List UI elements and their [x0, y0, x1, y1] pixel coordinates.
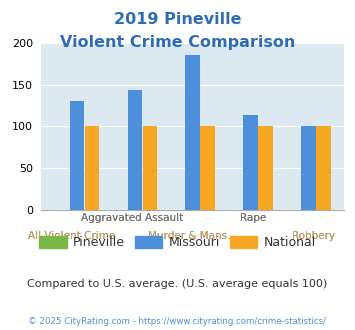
- Bar: [243, 115, 258, 210]
- Bar: [85, 126, 99, 210]
- Legend: Pineville, Missouri, National: Pineville, Missouri, National: [35, 232, 320, 253]
- Text: Murder & Mans...: Murder & Mans...: [148, 231, 237, 241]
- Text: Robbery: Robbery: [293, 231, 335, 241]
- Text: Robbery: Robbery: [293, 231, 335, 241]
- Bar: [258, 126, 273, 210]
- Text: Rape: Rape: [240, 213, 266, 223]
- Text: Murder & Mans...: Murder & Mans...: [148, 231, 237, 241]
- Text: Violent Crime Comparison: Violent Crime Comparison: [60, 35, 295, 50]
- Bar: [127, 90, 142, 210]
- Text: © 2025 CityRating.com - https://www.cityrating.com/crime-statistics/: © 2025 CityRating.com - https://www.city…: [28, 317, 327, 326]
- Bar: [185, 55, 200, 210]
- Text: Compared to U.S. average. (U.S. average equals 100): Compared to U.S. average. (U.S. average …: [27, 279, 328, 289]
- Bar: [301, 126, 316, 210]
- Text: All Violent Crime: All Violent Crime: [28, 231, 115, 241]
- Text: 2019 Pineville: 2019 Pineville: [114, 12, 241, 26]
- Text: Rape: Rape: [240, 213, 266, 223]
- Bar: [200, 126, 215, 210]
- Text: All Violent Crime: All Violent Crime: [28, 231, 115, 241]
- Bar: [316, 126, 331, 210]
- Text: Aggravated Assault: Aggravated Assault: [81, 213, 183, 223]
- Bar: [143, 126, 157, 210]
- Text: Aggravated Assault: Aggravated Assault: [81, 213, 183, 223]
- Bar: [70, 101, 84, 210]
